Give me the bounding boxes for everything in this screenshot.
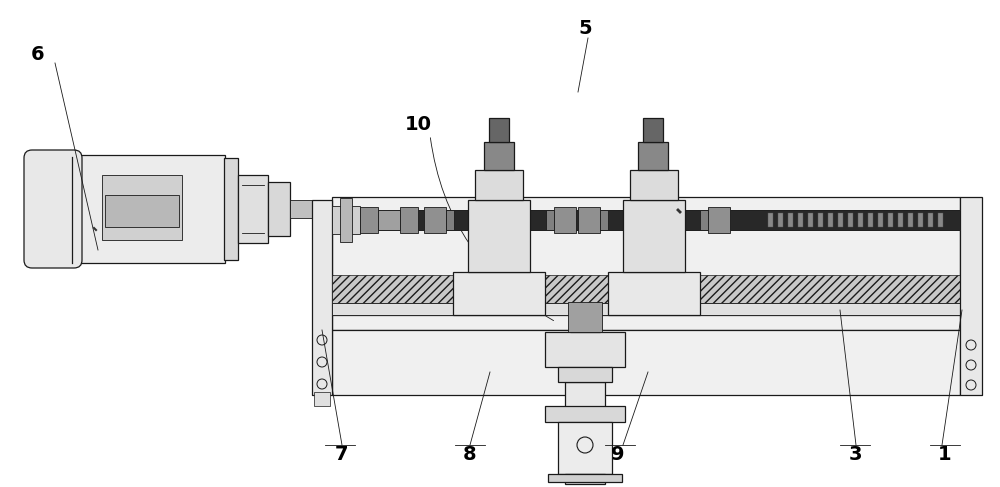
Text: 10: 10 — [404, 115, 432, 134]
Bar — [778, 213, 783, 227]
Bar — [489, 118, 509, 142]
Bar — [546, 210, 554, 230]
Text: 9: 9 — [611, 446, 625, 465]
Bar — [102, 175, 182, 240]
Bar — [960, 197, 982, 395]
Bar — [312, 320, 332, 395]
Text: 5: 5 — [578, 19, 592, 37]
Bar — [858, 213, 863, 227]
Bar — [600, 210, 608, 230]
Bar — [868, 213, 873, 227]
Bar — [643, 118, 663, 142]
Bar — [290, 200, 315, 218]
Text: 1: 1 — [938, 446, 952, 465]
Bar — [960, 330, 982, 395]
Text: 7: 7 — [335, 446, 349, 465]
Bar — [808, 213, 813, 227]
Bar — [838, 213, 843, 227]
Bar — [332, 275, 960, 303]
Bar — [558, 367, 612, 382]
Bar — [898, 213, 903, 227]
Bar — [798, 213, 803, 227]
Bar — [708, 207, 730, 233]
FancyArrowPatch shape — [430, 138, 554, 320]
Bar — [908, 213, 913, 227]
Bar — [332, 315, 960, 330]
Bar — [224, 158, 238, 260]
Bar — [424, 207, 446, 233]
Bar — [238, 175, 268, 243]
Bar — [548, 474, 622, 482]
Bar — [818, 213, 823, 227]
Bar — [312, 200, 332, 395]
Bar — [960, 330, 982, 395]
Bar — [105, 195, 179, 227]
Bar — [788, 213, 793, 227]
Bar — [630, 170, 678, 200]
Bar — [623, 200, 685, 272]
Bar — [545, 332, 625, 367]
Bar — [378, 210, 400, 230]
Bar — [768, 213, 773, 227]
Bar — [314, 392, 330, 406]
Text: 6: 6 — [31, 45, 45, 64]
Bar — [400, 207, 418, 233]
Bar — [332, 210, 960, 230]
Bar — [578, 207, 600, 233]
Bar — [554, 207, 576, 233]
Bar — [360, 207, 378, 233]
Bar — [888, 213, 893, 227]
Bar — [565, 382, 605, 407]
FancyBboxPatch shape — [24, 150, 82, 268]
Bar — [312, 320, 332, 395]
Bar — [700, 210, 708, 230]
Bar — [475, 170, 523, 200]
Bar — [828, 213, 833, 227]
Bar — [570, 316, 600, 332]
Bar — [545, 406, 625, 422]
Bar — [565, 474, 605, 484]
Bar — [332, 303, 960, 315]
Bar — [332, 330, 960, 395]
Bar — [918, 213, 923, 227]
Bar — [484, 142, 514, 170]
Bar — [638, 142, 668, 170]
Bar — [268, 182, 290, 236]
Bar — [878, 213, 883, 227]
Bar — [928, 213, 933, 227]
Bar — [468, 200, 530, 272]
Text: 8: 8 — [463, 446, 477, 465]
Bar — [332, 197, 960, 332]
Bar — [558, 422, 612, 474]
Bar — [938, 213, 943, 227]
Bar — [848, 213, 853, 227]
Bar — [340, 198, 352, 242]
Bar — [453, 272, 545, 315]
Bar — [332, 206, 360, 234]
Text: 3: 3 — [848, 446, 862, 465]
Bar — [446, 210, 454, 230]
Bar — [608, 272, 700, 315]
Bar — [70, 155, 225, 263]
Bar — [568, 302, 602, 332]
